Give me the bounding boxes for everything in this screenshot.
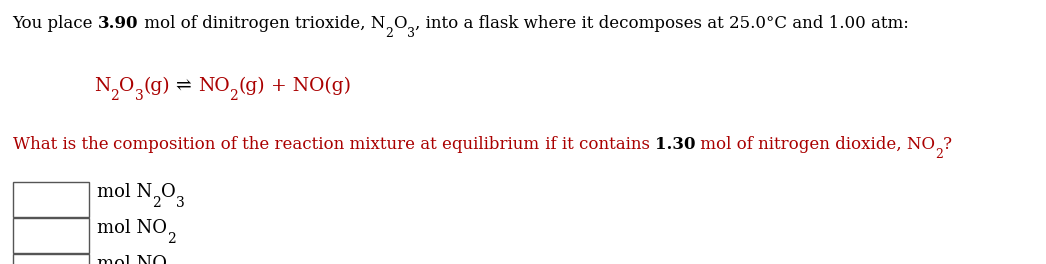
Text: 2: 2 <box>167 232 176 246</box>
Text: 3: 3 <box>176 196 185 210</box>
Text: NO: NO <box>198 77 229 95</box>
Text: ⇌: ⇌ <box>169 77 198 95</box>
Text: What is the: What is the <box>13 136 113 153</box>
Text: 1.30: 1.30 <box>655 136 696 153</box>
Text: 2: 2 <box>111 89 119 103</box>
Text: N: N <box>94 77 111 95</box>
Text: if it contains: if it contains <box>540 136 655 153</box>
Text: composition of the reaction mixture at equilibrium: composition of the reaction mixture at e… <box>113 136 540 153</box>
Text: 2: 2 <box>385 27 393 40</box>
Text: 2: 2 <box>229 89 238 103</box>
Text: mol of dinitrogen trioxide, N: mol of dinitrogen trioxide, N <box>139 15 385 32</box>
Text: O: O <box>161 183 176 201</box>
Text: mol NO: mol NO <box>97 219 167 237</box>
Text: (g): (g) <box>143 77 169 95</box>
Text: (g): (g) <box>238 77 265 95</box>
Text: 3: 3 <box>407 27 414 40</box>
Text: O: O <box>393 15 407 32</box>
Text: O: O <box>119 77 135 95</box>
Text: + NO(g): + NO(g) <box>265 77 350 95</box>
Text: 3: 3 <box>135 89 143 103</box>
Text: mol N: mol N <box>97 183 153 201</box>
Text: mol NO: mol NO <box>97 255 167 264</box>
Text: , into a flask where it decomposes at 25.0°C and 1.00 atm:: , into a flask where it decomposes at 25… <box>414 15 908 32</box>
Text: 2: 2 <box>153 196 161 210</box>
Text: 3.90: 3.90 <box>98 15 139 32</box>
Text: mol of nitrogen dioxide, NO: mol of nitrogen dioxide, NO <box>696 136 935 153</box>
Text: You place: You place <box>13 15 98 32</box>
Text: ?: ? <box>943 136 952 153</box>
Text: 2: 2 <box>935 148 943 161</box>
